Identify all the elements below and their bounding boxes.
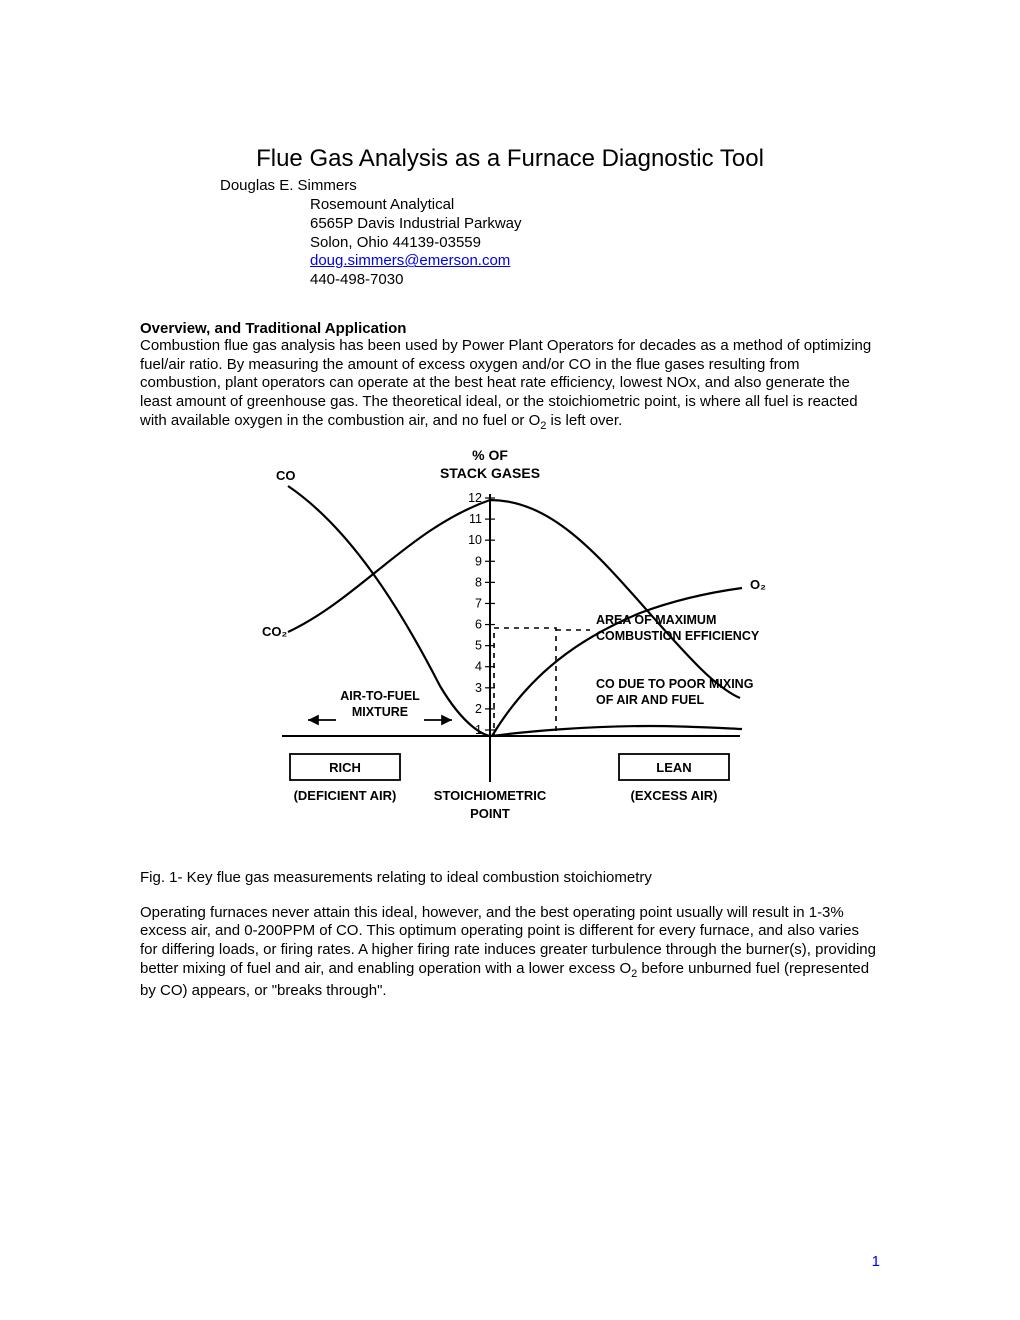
svg-text:MIXTURE: MIXTURE [352, 705, 408, 719]
svg-text:(EXCESS AIR): (EXCESS AIR) [631, 788, 718, 803]
paper-title: Flue Gas Analysis as a Furnace Diagnosti… [140, 145, 880, 173]
svg-text:(DEFICIENT AIR): (DEFICIENT AIR) [294, 788, 397, 803]
paragraph-2: Operating furnaces never attain this ide… [140, 904, 880, 1001]
svg-text:LEAN: LEAN [656, 760, 691, 775]
svg-text:11: 11 [469, 512, 482, 526]
svg-text:% OF: % OF [472, 447, 508, 463]
figure-1: % OFSTACK GASES121110987654321COCO₂O₂ARE… [140, 438, 880, 863]
svg-text:CO: CO [276, 468, 296, 483]
svg-text:4: 4 [475, 659, 482, 673]
svg-text:5: 5 [475, 638, 482, 652]
contact-org: Rosemount Analytical [310, 196, 880, 215]
svg-text:RICH: RICH [329, 760, 361, 775]
para1-part-b: is left over. [546, 412, 622, 429]
svg-text:O₂: O₂ [750, 577, 766, 592]
svg-text:OF AIR AND FUEL: OF AIR AND FUEL [596, 693, 704, 707]
svg-text:STACK GASES: STACK GASES [440, 465, 540, 481]
page-number: 1 [872, 1253, 880, 1270]
section-heading-overview: Overview, and Traditional Application [140, 320, 880, 337]
svg-text:2: 2 [475, 701, 482, 715]
author-name: Douglas E. Simmers [220, 177, 880, 194]
svg-text:10: 10 [468, 533, 482, 547]
svg-text:CO₂: CO₂ [262, 624, 288, 639]
figure-1-caption: Fig. 1- Key flue gas measurements relati… [140, 869, 880, 886]
svg-text:COMBUSTION EFFICIENCY: COMBUSTION EFFICIENCY [596, 629, 760, 643]
contact-block: Rosemount Analytical 6565P Davis Industr… [310, 196, 880, 290]
page: Flue Gas Analysis as a Furnace Diagnosti… [0, 0, 1020, 1060]
contact-phone: 440-498-7030 [310, 271, 880, 290]
svg-text:8: 8 [475, 575, 482, 589]
contact-addr2: Solon, Ohio 44139-03559 [310, 234, 880, 253]
stoichiometry-chart: % OFSTACK GASES121110987654321COCO₂O₂ARE… [230, 438, 790, 858]
svg-text:6: 6 [475, 617, 482, 631]
svg-text:AIR-TO-FUEL: AIR-TO-FUEL [340, 689, 420, 703]
svg-text:CO DUE TO POOR MIXING: CO DUE TO POOR MIXING [596, 677, 753, 691]
svg-text:AREA OF MAXIMUM: AREA OF MAXIMUM [596, 613, 716, 627]
contact-email-link[interactable]: doug.simmers@emerson.com [310, 252, 510, 269]
paragraph-1: Combustion flue gas analysis has been us… [140, 337, 880, 434]
para1-part-a: Combustion flue gas analysis has been us… [140, 337, 871, 429]
svg-text:POINT: POINT [470, 806, 510, 821]
svg-text:9: 9 [475, 554, 482, 568]
svg-text:STOICHIOMETRIC: STOICHIOMETRIC [434, 788, 547, 803]
contact-addr1: 6565P Davis Industrial Parkway [310, 215, 880, 234]
svg-text:7: 7 [475, 596, 482, 610]
svg-text:3: 3 [475, 680, 482, 694]
